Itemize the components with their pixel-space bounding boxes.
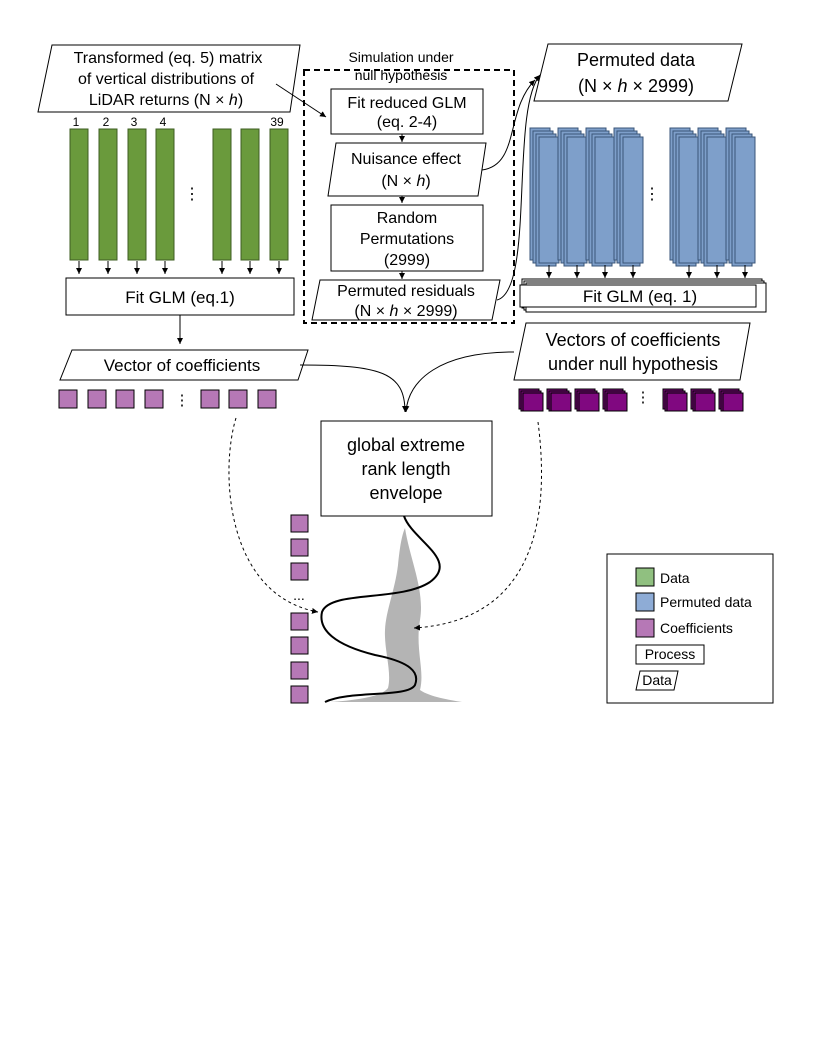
data-column — [155, 128, 175, 261]
coefficient-square — [87, 389, 107, 409]
coefficient-curve — [320, 515, 441, 703]
permuted-data-line1: Permuted data — [577, 50, 696, 70]
input-matrix-line3: LiDAR returns (N × h) — [89, 92, 243, 109]
vectors-null-line1: Vectors of coefficients — [546, 330, 721, 350]
residuals-line1: Permuted residuals — [337, 283, 475, 300]
null-coefficient-squares — [518, 388, 744, 412]
vectors-null-line2: under null hypothesis — [548, 354, 718, 374]
random-permutations-process: Random Permutations (2999) — [330, 204, 484, 272]
input-matrix-line1: Transformed (eq. 5) matrix — [74, 50, 263, 67]
legend-data-swatch — [635, 567, 655, 587]
column-number-1: 1 — [73, 115, 80, 129]
permuted-columns-group-1 — [529, 127, 644, 267]
arrow-input-to-reduced — [275, 83, 327, 118]
legend: Data Permuted data Coefficients Process … — [606, 553, 774, 704]
coefficient-square — [144, 389, 164, 409]
coefficient-square — [228, 389, 248, 409]
nuisance-line1: Nuisance effect — [351, 151, 462, 168]
column-number-2: 2 — [103, 115, 110, 129]
coefficient-squares — [58, 389, 277, 409]
arrow-residuals-to-permuted — [496, 74, 541, 301]
column-arrows-right — [546, 265, 748, 278]
arrow-vector-to-envelope — [299, 364, 408, 413]
random-line1: Random — [377, 210, 437, 227]
null-coefficients-ellipsis: ⋮ — [636, 389, 651, 406]
legend-coefficients-swatch — [635, 618, 655, 638]
arrow-nuisance-to-permuted — [481, 79, 536, 171]
envelope-process: global extreme rank length envelope — [320, 420, 493, 517]
legend-coefficients-label: Coefficients — [660, 620, 733, 636]
permuted-data-data: Permuted data (N × h × 2999) — [533, 43, 743, 102]
random-line3: (2999) — [384, 252, 430, 269]
column-number-4: 4 — [160, 115, 167, 129]
green-data-columns — [69, 128, 289, 261]
fit-reduced-line2: (eq. 2-4) — [377, 114, 437, 131]
column-number-39: 39 — [270, 115, 284, 129]
data-column — [212, 128, 232, 261]
simulation-title-line1: Simulation under — [348, 49, 453, 65]
legend-permuted-swatch — [635, 592, 655, 612]
column-arrows-left — [76, 261, 282, 274]
data-column — [98, 128, 118, 261]
coefficient-square — [58, 389, 78, 409]
column-number-3: 3 — [131, 115, 138, 129]
legend-data-label: Data — [660, 570, 690, 586]
permuted-residuals-data: Permuted residuals (N × h × 2999) — [311, 279, 501, 321]
simulation-title-line2: null hypothesis — [355, 67, 448, 83]
permuted-columns-ellipsis: ⋮ — [644, 186, 660, 203]
coefficients-ellipsis: ⋮ — [175, 392, 190, 409]
legend-data-shape — [635, 670, 679, 691]
legend-data-shape-label: Data — [642, 672, 672, 688]
coefficient-square — [115, 389, 135, 409]
envelope-line3: envelope — [369, 483, 442, 503]
data-column — [240, 128, 260, 261]
permuted-columns-group-2 — [669, 127, 756, 267]
legend-process-label: Process — [645, 646, 696, 662]
fit-glm-left-label: Fit GLM (eq.1) — [125, 288, 235, 307]
fit-glm-right-process — [519, 278, 767, 313]
input-matrix-data: Transformed (eq. 5) matrix of vertical d… — [37, 44, 301, 113]
data-column — [269, 128, 289, 261]
vector-of-coefficients-label: Vector of coefficients — [104, 356, 261, 375]
envelope-line1: global extreme — [347, 435, 465, 455]
fit-reduced-glm-process: Fit reduced GLM (eq. 2-4) — [330, 88, 484, 135]
random-line2: Permutations — [360, 231, 454, 248]
legend-process-shape — [635, 644, 705, 665]
permuted-data-line2: (N × h × 2999) — [578, 76, 694, 96]
vectors-null-data: Vectors of coefficients under null hypot… — [513, 322, 751, 381]
fit-glm-right-label: Fit GLM (eq. 1) — [583, 287, 697, 306]
dashed-arrow-null — [413, 421, 543, 631]
vertical-coefficients-ellipsis: ... — [293, 587, 305, 603]
simulation-group — [303, 69, 515, 324]
envelope-band — [330, 528, 462, 702]
vertical-coefficient-squares — [290, 514, 309, 704]
nuisance-line2: (N × h) — [381, 173, 430, 190]
data-column — [69, 128, 89, 261]
coefficient-square — [257, 389, 277, 409]
arrow-null-to-envelope — [403, 351, 515, 413]
input-matrix-line2: of vertical distributions of — [78, 71, 255, 88]
residuals-line2: (N × h × 2999) — [354, 303, 457, 320]
vector-of-coefficients-data: Vector of coefficients — [59, 349, 309, 381]
data-column — [127, 128, 147, 261]
columns-ellipsis: ⋮ — [184, 186, 200, 203]
coefficient-square — [200, 389, 220, 409]
legend-permuted-label: Permuted data — [660, 594, 752, 610]
envelope-line2: rank length — [361, 459, 450, 479]
fit-reduced-line1: Fit reduced GLM — [347, 95, 466, 112]
fit-glm-left-process: Fit GLM (eq.1) — [65, 277, 295, 316]
nuisance-effect-data: Nuisance effect (N × h) — [327, 142, 487, 197]
